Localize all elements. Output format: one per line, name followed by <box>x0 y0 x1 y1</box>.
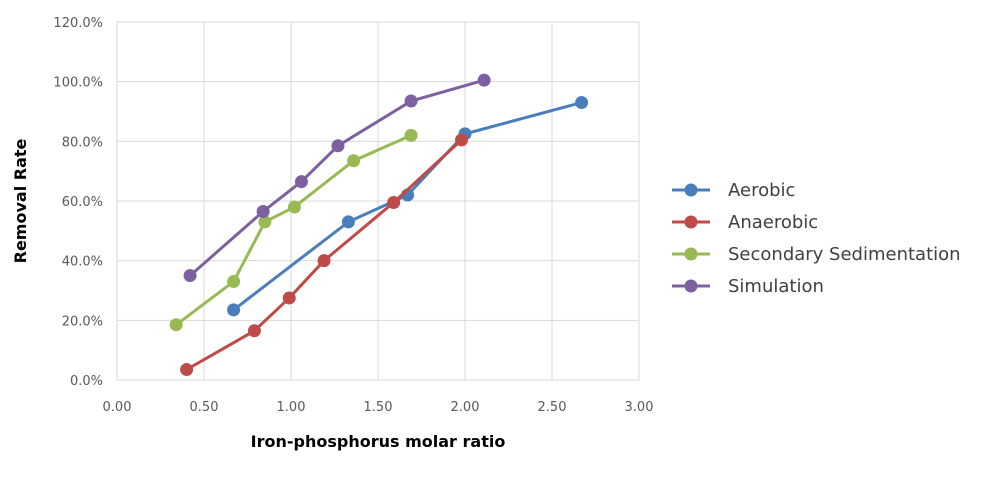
data-point-secondary-sedimentation <box>258 215 272 229</box>
data-point-anaerobic <box>282 291 296 305</box>
data-point-aerobic <box>575 96 589 110</box>
y-tick-label: 120.0% <box>53 16 103 31</box>
x-tick-label: 2.00 <box>451 400 480 415</box>
x-tick-label: 2.50 <box>538 400 567 415</box>
data-point-anaerobic <box>247 324 261 338</box>
data-point-simulation <box>183 269 197 283</box>
x-tick-label: 1.00 <box>277 400 306 415</box>
legend-label-anaerobic: Anaerobic <box>728 212 818 233</box>
data-point-secondary-sedimentation <box>347 154 361 168</box>
legend-marker-simulation <box>684 279 698 293</box>
data-point-secondary-sedimentation <box>169 318 183 332</box>
legend-marker-aerobic <box>684 183 698 197</box>
series-line-secondary-sedimentation <box>175 133 412 327</box>
data-point-anaerobic <box>387 195 401 209</box>
data-point-secondary-sedimentation <box>404 128 418 142</box>
x-tick-label: 0.00 <box>103 400 132 415</box>
y-axis-title: Removal Rate <box>11 138 30 263</box>
legend-label-simulation: Simulation <box>728 276 824 297</box>
y-tick-label: 0.0% <box>70 374 103 389</box>
x-tick-labels: 0.00 0.50 1.00 1.50 2.00 2.50 3.00 <box>103 400 654 415</box>
y-tick-label: 20.0% <box>62 314 103 329</box>
data-point-anaerobic <box>317 254 331 268</box>
legend: Aerobic Anaerobic Secondary Sedimentation S… <box>672 180 961 297</box>
y-tick-label: 40.0% <box>62 255 103 270</box>
x-tick-label: 1.50 <box>364 400 393 415</box>
y-tick-label: 80.0% <box>62 135 103 150</box>
x-tick-label: 3.00 <box>625 400 654 415</box>
legend-marker-anaerobic <box>684 215 698 229</box>
data-point-simulation <box>256 204 270 218</box>
plot-area-border <box>116 21 640 381</box>
x-tick-label: 0.50 <box>190 400 219 415</box>
y-tick-label: 60.0% <box>62 195 103 210</box>
data-point-anaerobic <box>180 363 194 377</box>
data-point-anaerobic <box>455 133 469 147</box>
data-point-simulation <box>477 73 491 87</box>
series-group <box>169 73 589 377</box>
series-line-anaerobic <box>185 138 463 371</box>
legend-label-secondary-sedimentation: Secondary Sedimentation <box>728 244 961 265</box>
series-line-simulation <box>189 78 485 277</box>
data-point-secondary-sedimentation <box>227 275 241 289</box>
legend-label-aerobic: Aerobic <box>728 180 795 201</box>
data-point-aerobic <box>227 303 241 317</box>
data-point-secondary-sedimentation <box>287 200 301 214</box>
legend-marker-secondary-sedimentation <box>684 247 698 261</box>
data-point-simulation <box>404 94 418 108</box>
x-axis-title: Iron-phosphorus molar ratio <box>251 432 506 451</box>
data-point-aerobic <box>341 215 355 229</box>
data-point-simulation <box>331 139 345 153</box>
y-tick-label: 100.0% <box>53 76 103 91</box>
data-point-simulation <box>294 175 308 189</box>
y-tick-labels: 0.0% 20.0% 40.0% 60.0% 80.0% 100.0% 120.0% <box>53 16 103 389</box>
gridlines <box>116 21 640 381</box>
